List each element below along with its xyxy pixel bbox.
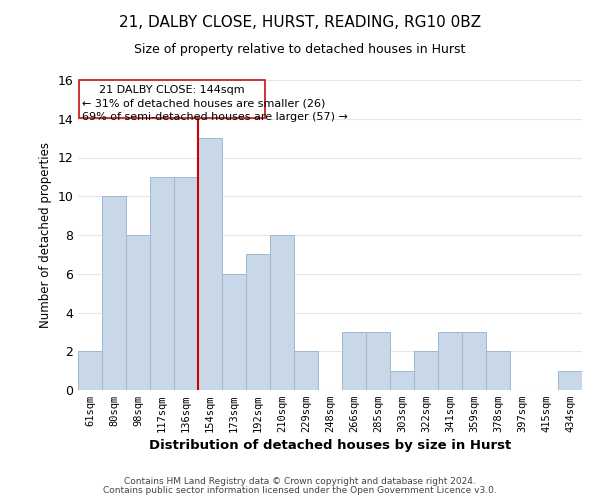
Text: ← 31% of detached houses are smaller (26): ← 31% of detached houses are smaller (26… bbox=[82, 99, 325, 109]
Text: Size of property relative to detached houses in Hurst: Size of property relative to detached ho… bbox=[134, 42, 466, 56]
Bar bbox=[366, 332, 390, 390]
FancyBboxPatch shape bbox=[79, 80, 265, 118]
Text: 69% of semi-detached houses are larger (57) →: 69% of semi-detached houses are larger (… bbox=[82, 112, 347, 122]
Bar bbox=[150, 177, 174, 390]
Text: 21, DALBY CLOSE, HURST, READING, RG10 0BZ: 21, DALBY CLOSE, HURST, READING, RG10 0B… bbox=[119, 15, 481, 30]
Bar bbox=[270, 235, 294, 390]
Bar bbox=[126, 235, 150, 390]
Bar bbox=[558, 370, 582, 390]
Text: Contains public sector information licensed under the Open Government Licence v3: Contains public sector information licen… bbox=[103, 486, 497, 495]
Text: Contains HM Land Registry data © Crown copyright and database right 2024.: Contains HM Land Registry data © Crown c… bbox=[124, 477, 476, 486]
Bar bbox=[222, 274, 246, 390]
Bar bbox=[174, 177, 198, 390]
Bar bbox=[246, 254, 270, 390]
Text: 21 DALBY CLOSE: 144sqm: 21 DALBY CLOSE: 144sqm bbox=[100, 86, 245, 96]
Bar bbox=[438, 332, 462, 390]
Bar bbox=[390, 370, 414, 390]
Bar bbox=[342, 332, 366, 390]
Y-axis label: Number of detached properties: Number of detached properties bbox=[39, 142, 52, 328]
Bar bbox=[102, 196, 126, 390]
Bar bbox=[198, 138, 222, 390]
X-axis label: Distribution of detached houses by size in Hurst: Distribution of detached houses by size … bbox=[149, 440, 511, 452]
Bar bbox=[78, 351, 102, 390]
Bar bbox=[414, 351, 438, 390]
Bar bbox=[294, 351, 318, 390]
Bar bbox=[462, 332, 486, 390]
Bar bbox=[486, 351, 510, 390]
